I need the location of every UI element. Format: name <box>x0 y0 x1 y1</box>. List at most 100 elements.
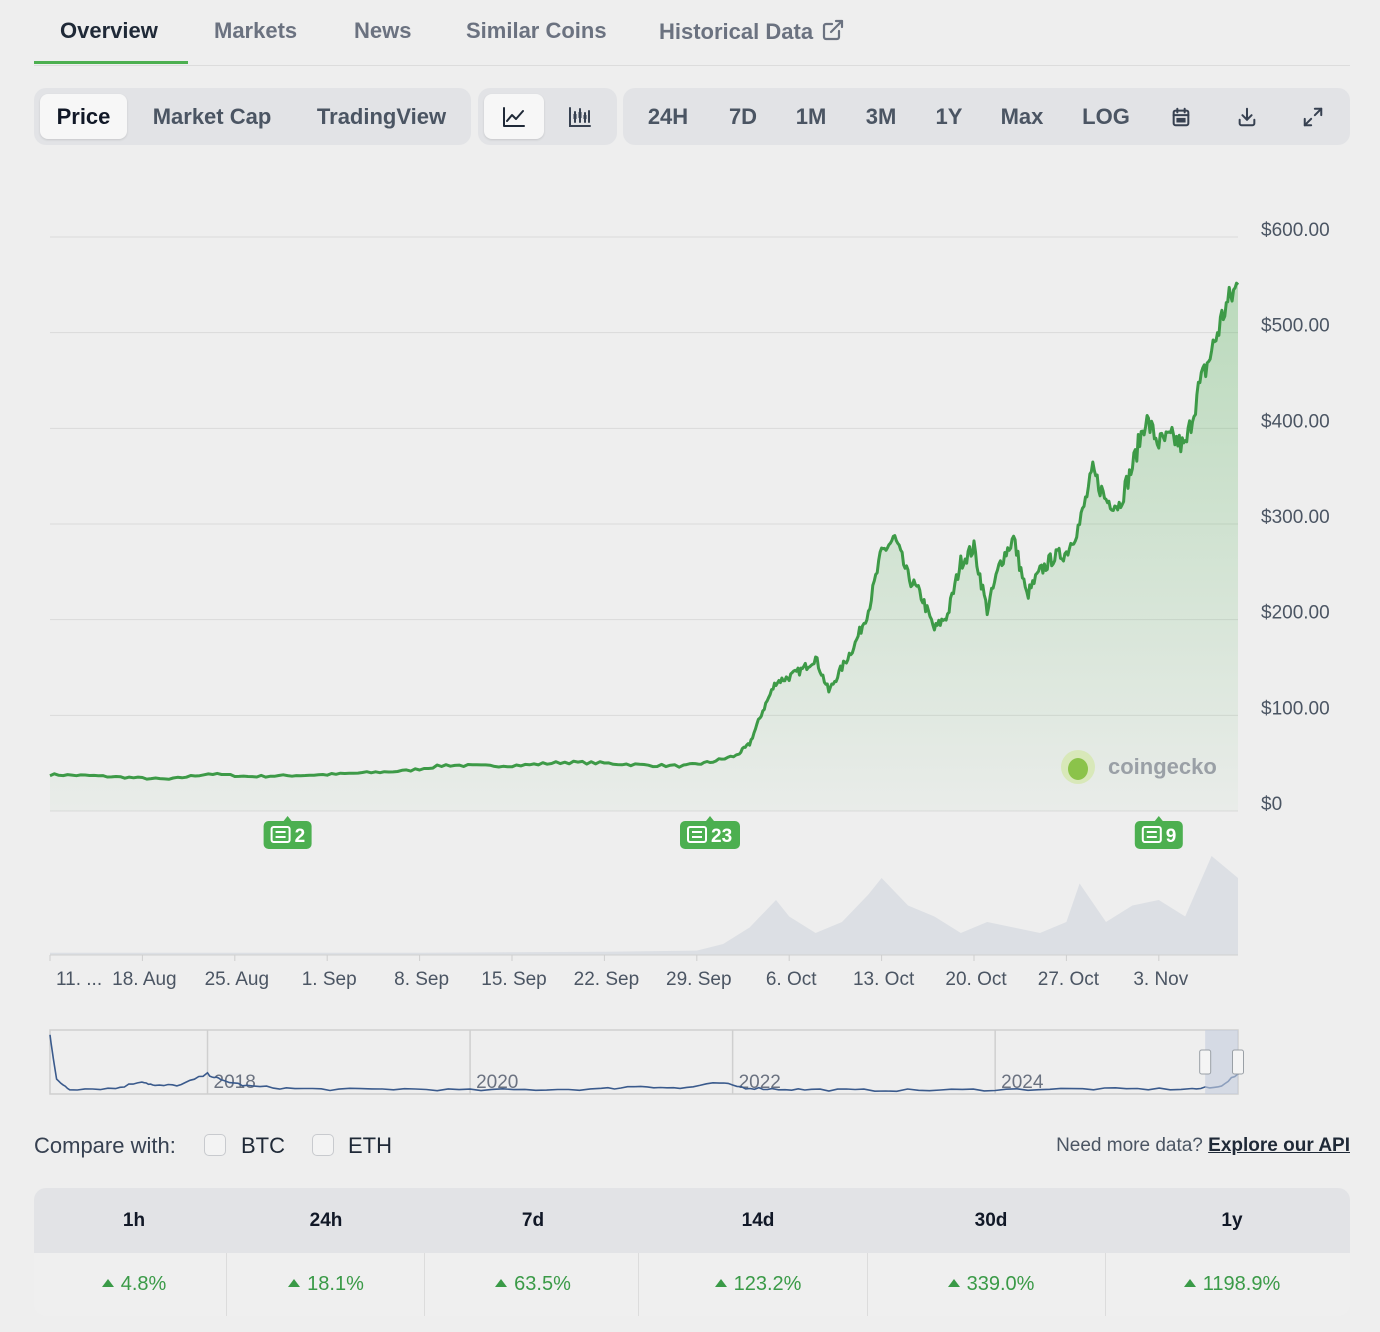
change-1h: 4.8% <box>34 1253 234 1316</box>
header-7d: 7d <box>521 1210 545 1231</box>
tab-bar: Overview Markets News Similar Coins Hist… <box>34 0 1350 66</box>
eth-checkbox[interactable] <box>312 1134 334 1156</box>
change-30d-value: 339.0% <box>966 1273 1035 1295</box>
x-tick-label: 13. Oct <box>853 969 915 990</box>
price-chart[interactable]: $600.00 $500.00 $400.00 $300.00 $200.00 $100.… <box>0 150 1380 1110</box>
range-24h-button[interactable]: 24H <box>647 104 689 129</box>
coingecko-logo-inner <box>1068 758 1088 780</box>
x-tick-label: 3. Nov <box>1133 969 1188 990</box>
api-promo: Need more data? Explore our API <box>1056 1135 1350 1157</box>
change-30d: 339.0% <box>868 1253 1114 1316</box>
up-arrow-icon <box>947 1279 960 1287</box>
navigator-year-label: 2022 <box>739 1072 781 1093</box>
change-7d: 63.5% <box>426 1253 640 1316</box>
x-tick-label: 11. ... <box>56 969 102 990</box>
column-divider <box>1105 1253 1106 1316</box>
y-tick-label: $500.00 <box>1261 316 1330 337</box>
column-divider <box>867 1253 868 1316</box>
x-tick-label: 1. Sep <box>302 969 357 990</box>
range-max-button[interactable]: Max <box>1000 104 1044 129</box>
news-marker-pointer <box>1154 816 1163 821</box>
x-tick-label: 29. Sep <box>666 969 732 990</box>
api-promo-text: Need more data? <box>1056 1135 1203 1156</box>
navigator-line <box>49 1034 1239 1093</box>
x-tick-label: 20. Oct <box>945 969 1007 990</box>
explore-api-link[interactable]: Explore our API <box>1208 1135 1350 1156</box>
tab-historical-data-label: Historical Data <box>659 19 814 44</box>
download-button[interactable] <box>1219 94 1275 139</box>
x-tick-label: 27. Oct <box>1038 969 1100 990</box>
news-marker-pointer <box>706 816 714 821</box>
news-marker-count: 9 <box>1166 826 1177 847</box>
up-arrow-icon <box>495 1279 508 1287</box>
navigator-year-label: 2020 <box>476 1072 518 1093</box>
coingecko-watermark: coingecko <box>1061 750 1217 784</box>
change-24h-value: 18.1% <box>307 1273 364 1295</box>
tab-similar-coins[interactable]: Similar Coins <box>466 18 607 43</box>
line-chart-button[interactable] <box>484 94 544 139</box>
y-tick-label: $600.00 <box>1261 220 1330 241</box>
compare-label: Compare with: <box>34 1133 176 1158</box>
newspaper-icon-frame <box>270 826 291 843</box>
navigator-handle-right[interactable] <box>1232 1049 1244 1075</box>
range-7d-button[interactable]: 7D <box>728 104 758 129</box>
tab-historical-data[interactable]: Historical Data <box>659 18 845 45</box>
up-arrow-icon <box>288 1279 301 1287</box>
btc-checkbox[interactable] <box>204 1134 226 1156</box>
navigator[interactable]: 2018 2020 2022 2024 <box>49 1029 1244 1095</box>
tab-markets[interactable]: Markets <box>214 18 298 43</box>
header-1y: 1y <box>1221 1210 1243 1231</box>
volume-area <box>50 856 1238 955</box>
tab-overview[interactable]: Overview <box>60 18 158 43</box>
range-1m-button[interactable]: 1M <box>795 104 827 129</box>
change-7d-value: 63.5% <box>514 1273 571 1295</box>
active-tab-indicator <box>34 61 188 64</box>
newspaper-icon <box>270 826 291 843</box>
column-divider <box>424 1253 425 1316</box>
change-1h-value: 4.8% <box>120 1273 167 1295</box>
chart-type-group: Price Market Cap TradingView <box>34 88 471 145</box>
tradingview-button[interactable]: TradingView <box>316 104 447 129</box>
news-marker[interactable]: 9 <box>1134 816 1183 849</box>
news-marker[interactable]: 23 <box>680 816 740 849</box>
fullscreen-button[interactable] <box>1285 94 1341 139</box>
x-tick-label: 25. Aug <box>205 969 269 990</box>
newspaper-icon <box>687 826 707 843</box>
tab-news[interactable]: News <box>354 18 412 43</box>
fullscreen-icon <box>1303 107 1323 126</box>
news-marker[interactable]: 2 <box>263 816 312 849</box>
up-arrow-icon <box>101 1279 114 1287</box>
market-cap-button[interactable]: Market Cap <box>152 104 272 129</box>
newspaper-icon-frame <box>1141 826 1162 843</box>
x-tick-label: 15. Sep <box>481 969 547 990</box>
y-tick-label: $0 <box>1261 794 1282 815</box>
column-divider <box>226 1253 227 1316</box>
price-change-table: 1h 24h 7d 14d 30d 1y 4.8% 18.1% 63.5% 12… <box>34 1188 1350 1316</box>
coingecko-watermark-text: coingecko <box>1108 754 1217 779</box>
news-marker-count: 23 <box>711 826 732 847</box>
calendar-button[interactable] <box>1153 94 1209 139</box>
line-chart-icon <box>503 106 525 127</box>
header-24h: 24h <box>309 1210 343 1231</box>
navigator-year-label: 2024 <box>1001 1072 1044 1093</box>
range-1y-button[interactable]: 1Y <box>935 104 963 129</box>
column-divider <box>638 1253 639 1316</box>
newspaper-icon-frame <box>687 826 707 843</box>
log-scale-button[interactable]: LOG <box>1082 104 1130 129</box>
candlestick-chart-icon <box>569 106 591 127</box>
range-3m-button[interactable]: 3M <box>865 104 897 129</box>
candlestick-chart-button[interactable] <box>550 94 610 139</box>
price-area <box>50 283 1238 811</box>
chart-style-group <box>478 88 617 145</box>
price-line[interactable] <box>49 281 1240 781</box>
eth-label[interactable]: ETH <box>348 1133 392 1158</box>
x-tick-label: 18. Aug <box>112 969 176 990</box>
price-button[interactable]: Price <box>40 94 127 139</box>
y-tick-label: $200.00 <box>1261 603 1330 624</box>
btc-label[interactable]: BTC <box>241 1133 285 1158</box>
up-arrow-icon <box>1183 1279 1196 1287</box>
navigator-handle-left[interactable] <box>1199 1049 1212 1075</box>
calendar-icon <box>1172 107 1190 126</box>
header-30d: 30d <box>974 1210 1008 1231</box>
header-14d: 14d <box>741 1210 775 1231</box>
